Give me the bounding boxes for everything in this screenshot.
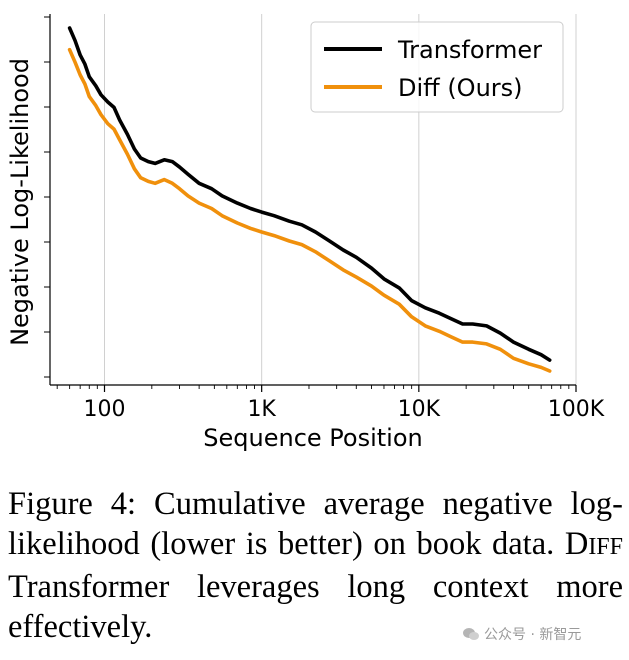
caption-part-1: Figure 4: Cumulative average negative lo… <box>8 486 623 562</box>
nll-line-chart: 100 1K 10K 100K Sequence Position Negative … <box>6 14 605 452</box>
x-tick-label-2: 10K <box>398 397 441 422</box>
axes <box>49 14 576 386</box>
legend-label-diff: Diff (Ours) <box>398 74 523 102</box>
caption-smallcaps: IFF <box>588 534 623 560</box>
x-tick-label-0: 100 <box>84 397 126 422</box>
watermark-text: 公众号 · 新智元 <box>484 627 582 643</box>
caption-part-2: Transformer leverages long context more … <box>8 569 623 645</box>
legend-label-transformer: Transformer <box>397 36 542 64</box>
y-axis-title: Negative Log-Likelihood <box>6 58 34 346</box>
wechat-icon <box>463 628 479 640</box>
series-line-transformer <box>67 26 552 362</box>
watermark: 公众号 · 新智元 <box>456 622 588 646</box>
axis-ticks: 100 1K 10K 100K <box>44 16 605 422</box>
series-lines <box>67 26 552 373</box>
chart-legend: Transformer Diff (Ours) <box>310 21 564 113</box>
x-tick-label-3: 100K <box>548 397 605 422</box>
x-tick-label-1: 1K <box>247 397 276 422</box>
series-line-diff <box>67 47 552 373</box>
figure-caption: Figure 4: Cumulative average negative lo… <box>8 484 623 647</box>
x-axis-title: Sequence Position <box>203 424 422 452</box>
legend-frame <box>310 21 564 113</box>
